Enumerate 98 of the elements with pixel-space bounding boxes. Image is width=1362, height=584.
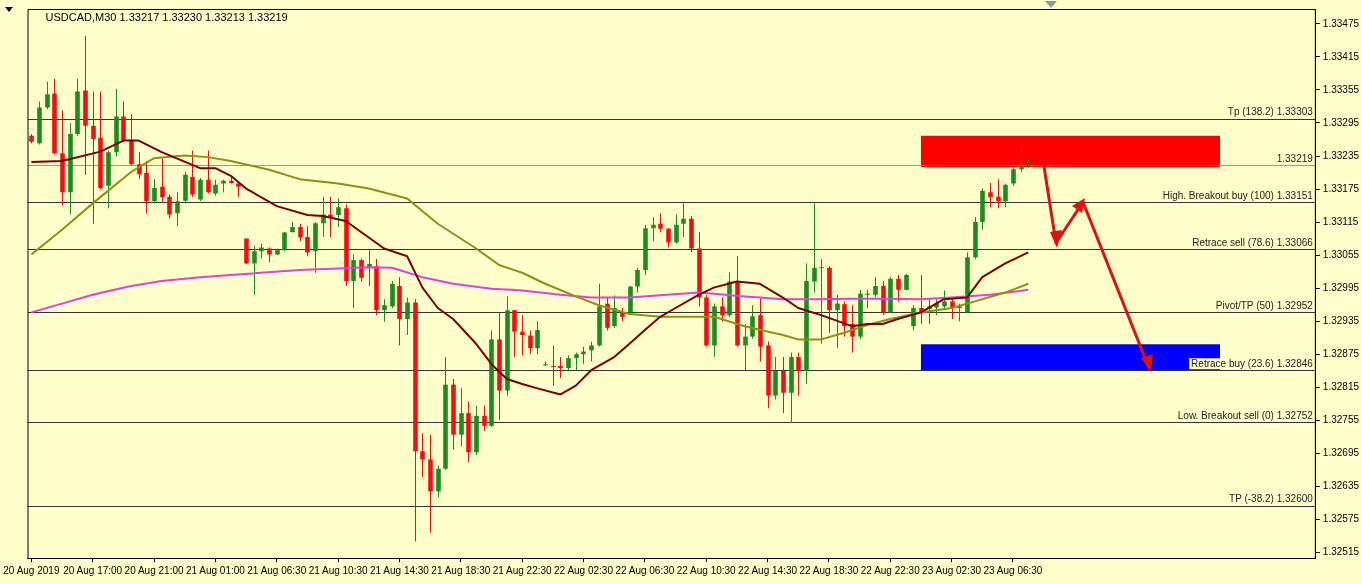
- ref-line-label: Tp (138.2) 1.33303: [1227, 106, 1314, 118]
- candlestick: [988, 182, 993, 208]
- candlestick: [129, 113, 134, 166]
- x-tick-label: 20 Aug 2019: [3, 564, 60, 576]
- candlestick: [160, 157, 165, 203]
- x-tick-label: 23 Aug 02:30: [922, 564, 982, 576]
- y-tick-label: 1.32695: [1322, 447, 1360, 459]
- candlestick: [558, 356, 563, 379]
- candlestick: [482, 404, 487, 432]
- y-tick-label: 1.33115: [1322, 215, 1359, 227]
- candlestick: [812, 202, 817, 294]
- y-tick-label: 1.33295: [1322, 116, 1360, 128]
- y-tick-label: 1.32815: [1322, 381, 1360, 393]
- chart-title: USDCAD,M30 1.33217 1.33230 1.33213 1.33219: [45, 11, 288, 24]
- ref-line-label: Retrace sell (78.6) 1.33066: [1192, 236, 1314, 248]
- y-tick-label: 1.32635: [1322, 480, 1360, 492]
- candlestick: [551, 344, 556, 387]
- candlestick: [382, 298, 387, 323]
- candlestick: [543, 360, 548, 367]
- candlestick: [351, 254, 356, 309]
- candlestick: [305, 225, 310, 257]
- y-tick-label: 1.33355: [1322, 83, 1360, 95]
- candlestick: [436, 465, 441, 498]
- y-tick-label: 1.33055: [1322, 248, 1360, 260]
- candlestick: [750, 304, 755, 340]
- x-tick-label: 22 Aug 18:30: [799, 564, 859, 576]
- x-tick-label: 20 Aug 21:00: [124, 564, 184, 576]
- candlestick: [1003, 183, 1008, 208]
- candlestick: [282, 231, 287, 252]
- x-tick-label: 22 Aug 22:30: [860, 564, 921, 576]
- candlestick: [528, 330, 533, 355]
- candlestick: [835, 294, 840, 349]
- candlestick: [420, 432, 425, 478]
- candlestick: [190, 150, 195, 198]
- x-tick-label: 21 Aug 18:30: [431, 564, 491, 576]
- candlestick: [1011, 165, 1016, 187]
- x-tick-label: 22 Aug 10:30: [676, 564, 737, 576]
- candlestick: [651, 216, 656, 242]
- candlestick: [252, 245, 257, 296]
- ref-line-label: TP (-38.2) 1.32600: [1229, 493, 1314, 505]
- y-tick-label: 1.32935: [1322, 314, 1360, 326]
- x-tick-label: 21 Aug 01:00: [185, 564, 246, 576]
- candlestick: [781, 356, 786, 414]
- candlestick: [681, 202, 686, 238]
- y-tick-label: 1.33475: [1322, 17, 1360, 29]
- y-tick-label: 1.33235: [1322, 149, 1360, 161]
- candlestick: [873, 276, 878, 299]
- y-tick-label: 1.32995: [1322, 281, 1360, 293]
- ref-line-label: Pivot/TP (50) 1.32952: [1215, 299, 1314, 311]
- candlestick: [390, 280, 395, 309]
- candlestick: [658, 212, 663, 233]
- ref-line-label: 1.33219: [1276, 152, 1314, 164]
- x-tick-label: 22 Aug 06:30: [615, 564, 675, 576]
- y-tick-label: 1.32515: [1322, 546, 1360, 558]
- candlestick: [91, 91, 96, 225]
- ref-line-label: Retrace buy (23.6) 1.32846: [1191, 357, 1314, 369]
- candlestick: [512, 309, 517, 358]
- candlestick: [45, 81, 50, 110]
- candlestick: [666, 227, 671, 248]
- y-tick-label: 1.33415: [1322, 50, 1360, 62]
- candlestick: [996, 178, 1001, 209]
- y-tick-label: 1.33175: [1322, 182, 1360, 194]
- y-tick-label: 1.32575: [1322, 513, 1360, 525]
- x-tick-label: 22 Aug 14:30: [738, 564, 798, 576]
- ref-line-label: High. Breakout buy (100) 1.33151: [1162, 190, 1314, 202]
- candlestick: [152, 178, 157, 204]
- x-tick-label: 21 Aug 10:30: [308, 564, 369, 576]
- ref-line-label: Low. Breakout sell (0) 1.32752: [1177, 409, 1314, 421]
- candlestick: [674, 213, 679, 245]
- candlestick: [612, 294, 617, 329]
- candlestick: [819, 258, 824, 345]
- candlestick: [865, 289, 870, 309]
- candlestick: [720, 297, 725, 323]
- candlestick: [520, 314, 525, 356]
- candlestick: [328, 196, 333, 238]
- candlestick: [206, 150, 211, 194]
- candlestick: [198, 177, 203, 202]
- y-tick-label: 1.32755: [1322, 414, 1360, 426]
- candlestick: [175, 191, 180, 227]
- candlestick: [167, 194, 172, 220]
- candlestick: [336, 197, 341, 228]
- x-tick-label: 23 Aug 06:30: [983, 564, 1043, 576]
- candlestick: [896, 274, 901, 302]
- x-tick-label: 22 Aug 02:30: [554, 564, 614, 576]
- x-tick-label: 21 Aug 22:30: [492, 564, 553, 576]
- x-tick-label: 20 Aug 17:00: [63, 564, 123, 576]
- candlestick: [405, 297, 410, 336]
- x-tick-label: 21 Aug 14:30: [369, 564, 430, 576]
- candlestick: [796, 352, 801, 397]
- candlestick: [743, 323, 748, 372]
- x-tick-label: 21 Aug 06:30: [247, 564, 307, 576]
- candlestick: [535, 320, 540, 355]
- y-tick-label: 1.32875: [1322, 348, 1360, 360]
- candlestick: [589, 341, 594, 362]
- candlestick: [1019, 148, 1024, 173]
- candlestick: [459, 387, 464, 447]
- candlestick: [842, 300, 847, 338]
- candlestick: [635, 267, 640, 294]
